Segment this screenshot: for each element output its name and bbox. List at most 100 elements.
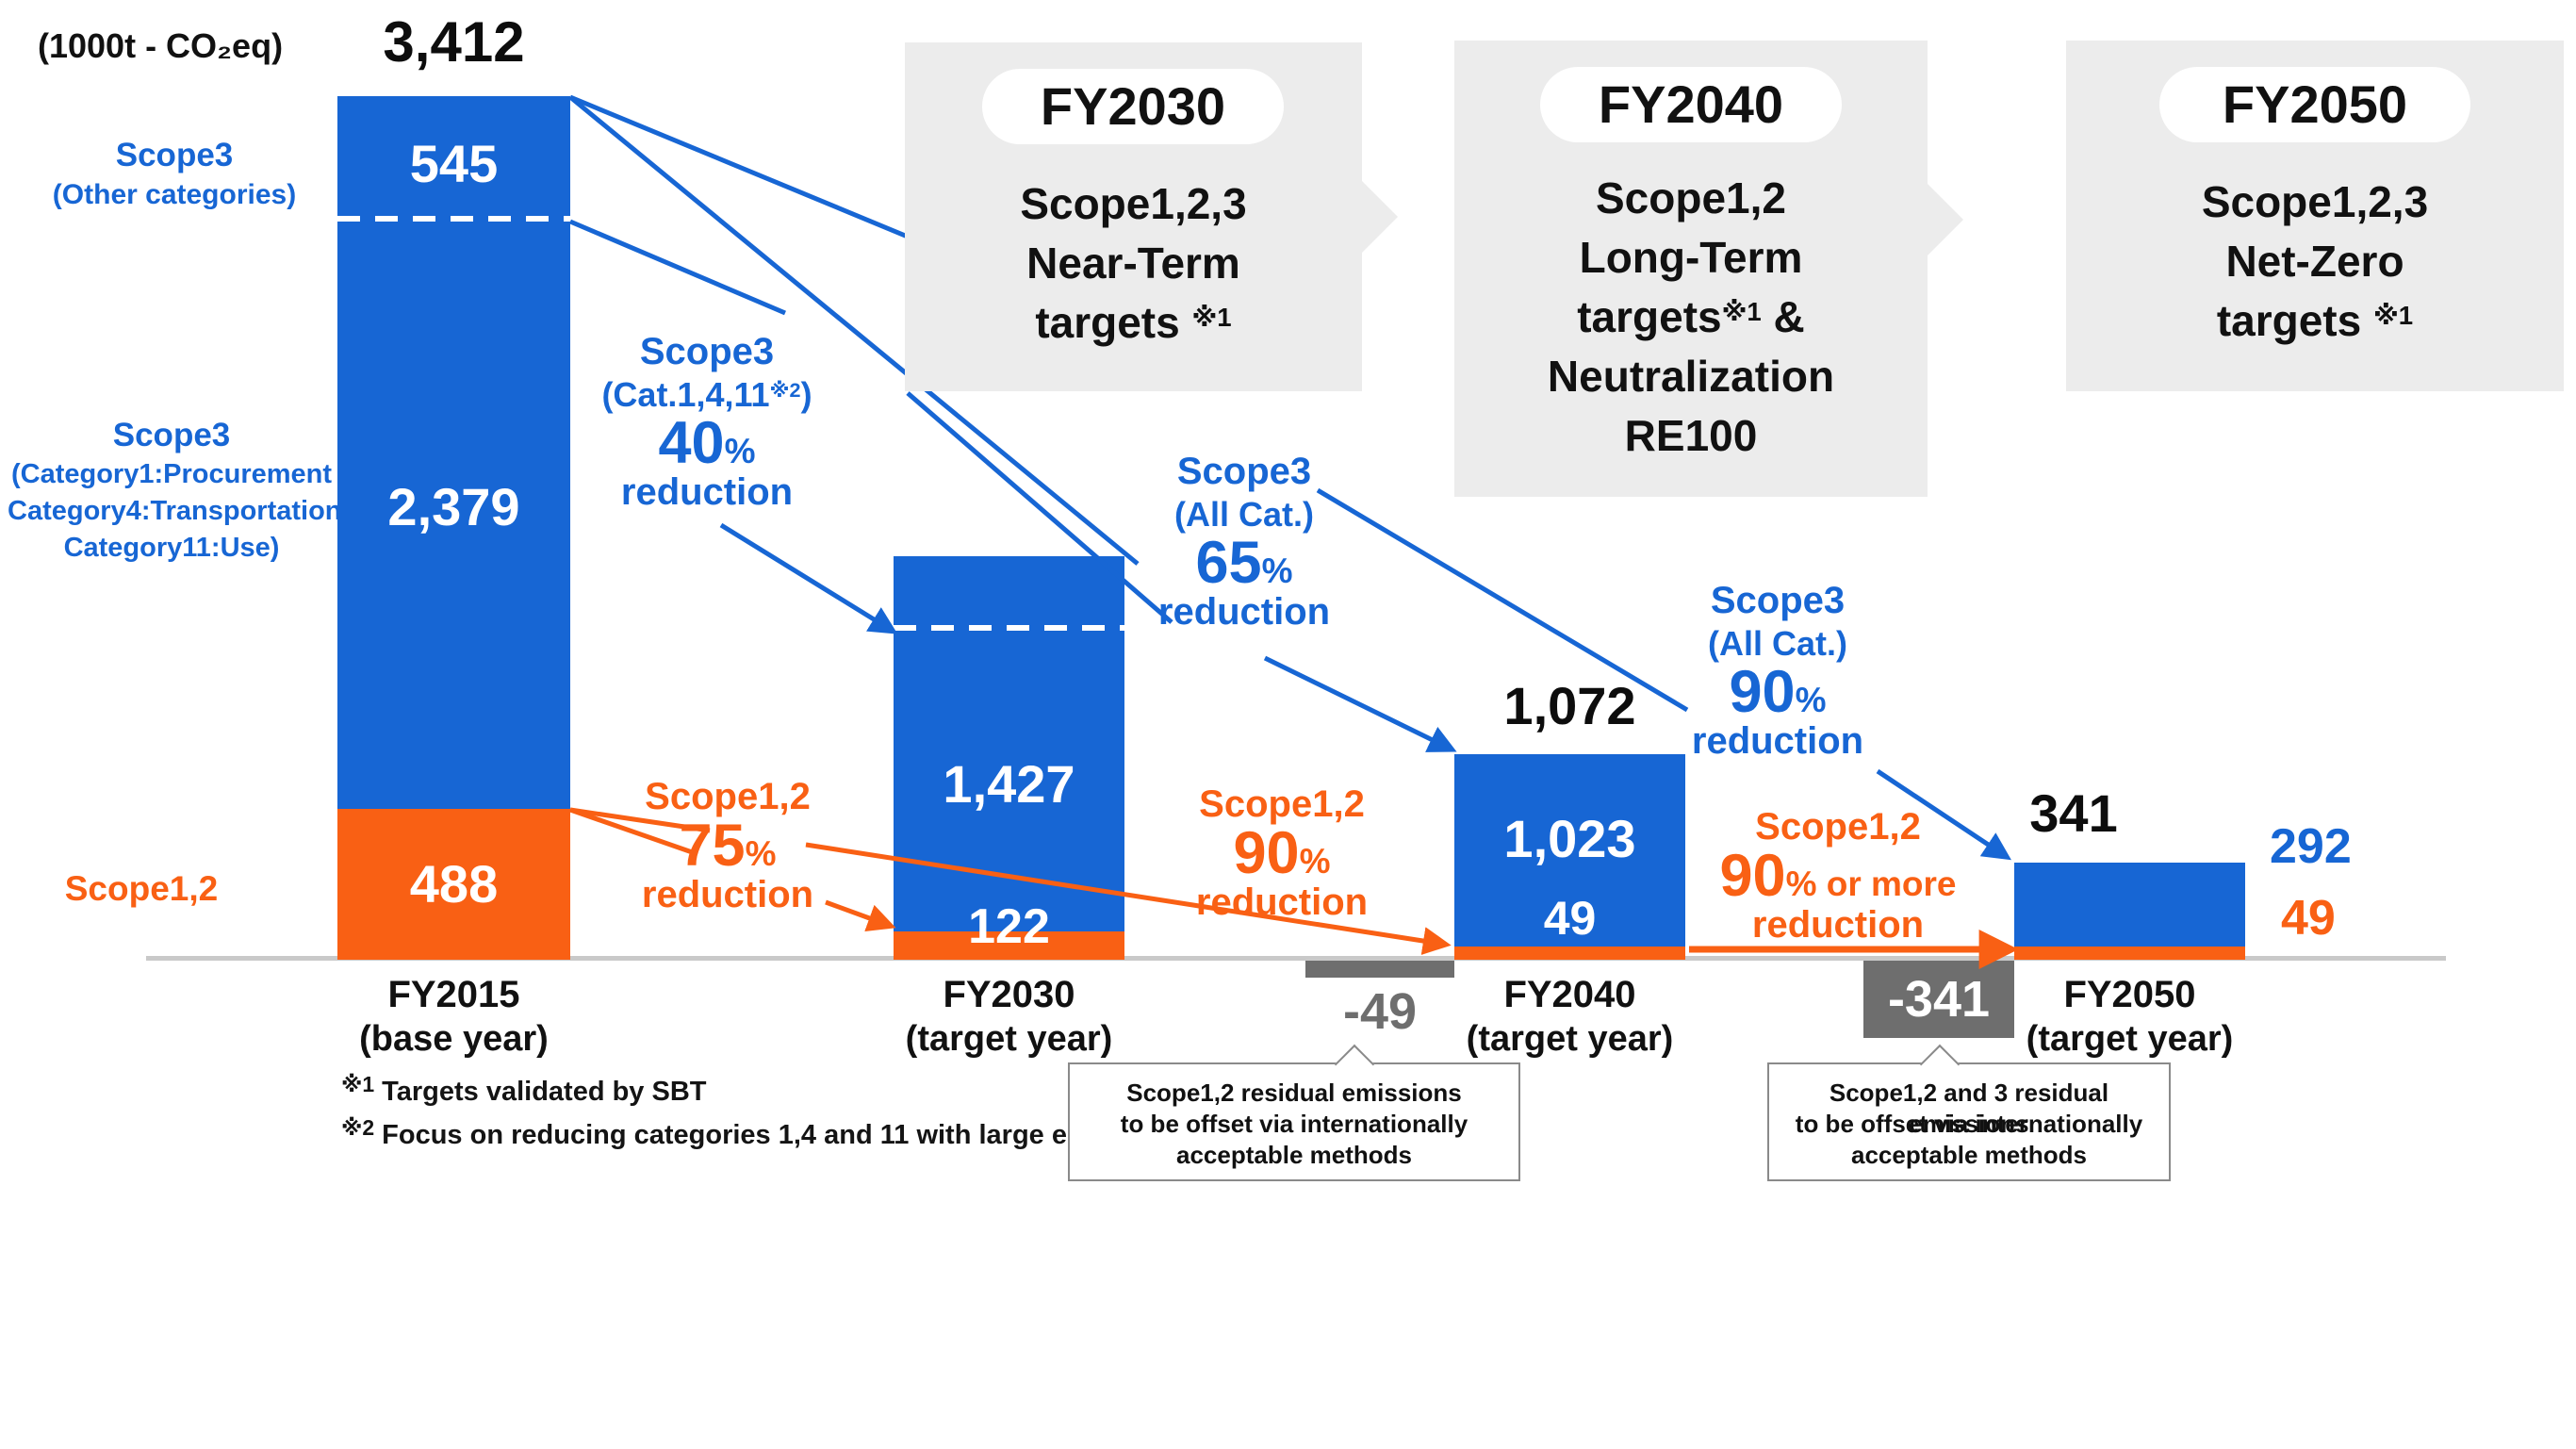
axis-unit-label: (1000t - CO₂eq) <box>38 26 284 65</box>
total-fy2015: 3,412 <box>383 10 525 74</box>
bar-fy2015-scope3-other-value: 545 <box>409 134 499 193</box>
annotation-scope3-40pct-note-ref: ※2 <box>769 378 801 403</box>
callout-fy2040: FY2040 Scope1,2 Long-Term targets※1 & Ne… <box>1454 41 1928 497</box>
callout-fy2030: FY2030 Scope1,2,3 Near-Term targets ※1 <box>905 42 1362 391</box>
annotation-scope12-75pct-title: Scope1,2 <box>645 776 811 817</box>
callout-fy2030-line2: Near-Term <box>1026 239 1240 288</box>
annotation-scope3-65pct-percent: % <box>1261 552 1293 590</box>
category-fy2050-note: (target year) <box>2026 1019 2234 1059</box>
bar-fy2015: 545 2,379 488 <box>337 96 570 960</box>
annotation-scope3-65pct-number: 65 <box>1195 530 1262 596</box>
bar-fy2040-scope3-value: 1,023 <box>1503 809 1636 868</box>
callout-fy2040-line4: Neutralization <box>1547 352 1835 401</box>
annotation-scope3-40pct-reduction: reduction <box>620 471 794 513</box>
annotation-scope3-65pct-reduction: reduction <box>1157 591 1331 633</box>
arrow-40pct-to-bar2-icon <box>719 522 898 634</box>
category-fy2040-note: (target year) <box>1466 1019 1674 1059</box>
annotation-scope12-90pct-value: 90% <box>1140 824 1423 883</box>
total-fy2050: 341 <box>2029 783 2118 843</box>
annotation-scope12-90pct-or-more-value: 90% or more <box>1668 847 2008 906</box>
category-fy2015-note: (base year) <box>359 1019 549 1059</box>
annotation-scope3-40pct-number: 40 <box>658 410 725 476</box>
blue-connector-lines <box>568 94 2011 861</box>
annotation-scope12-90pct-or-more: Scope1,2 90% or more reduction <box>1668 805 2008 947</box>
legend-scope3-other-line2: (Other categories) <box>52 179 297 210</box>
annotation-scope12-90pct-or-more-reduction: reduction <box>1751 904 1925 946</box>
annotation-scope3-40pct-value: 40% <box>566 414 848 473</box>
callout-fy2050-body: Scope1,2,3 Net-Zero targets ※1 <box>2066 173 2564 351</box>
footnote-1-mark: ※1 <box>341 1071 375 1096</box>
annotation-scope3-40pct: Scope3 (Cat.1,4,11※2) 40% reduction <box>566 330 848 515</box>
bar-fy2050 <box>2014 863 2245 960</box>
callout-fy2050-note-ref: ※1 <box>2372 300 2414 330</box>
offset-bar-fy2040 <box>1305 961 1454 978</box>
legend-scope3-other-line1: Scope3 <box>115 137 234 173</box>
annotation-scope12-75pct-reduction: reduction <box>641 874 814 915</box>
line-bar1-scope12-fan2 <box>569 807 711 833</box>
bar-fy2015-scope3-cat-value: 2,379 <box>387 477 520 536</box>
annotation-scope3-65pct-title: Scope3 <box>1176 451 1312 492</box>
callout-fy2040-line1: Scope1,2 <box>1596 173 1786 222</box>
callout-fy2050-line3: targets ※1 <box>2066 291 2564 351</box>
category-fy2050-year: FY2050 <box>2063 974 2196 1015</box>
annotation-scope12-90pct-percent: % <box>1299 842 1331 881</box>
callout-fy2030-line3: targets ※1 <box>905 293 1362 353</box>
legend-scope3-cat-line3: Category4:Transportation <box>8 496 342 526</box>
bar-fy2050-scope12-segment <box>2014 947 2245 960</box>
annotation-scope12-90pct-or-more-percent: % or more <box>1785 864 1957 903</box>
footnote-2: ※2 Focus on reducing categories 1,4 and 1… <box>341 1115 1171 1151</box>
annotation-scope3-40pct-title: Scope3 <box>639 331 775 372</box>
footnote-1-text: Targets validated by SBT <box>382 1077 707 1107</box>
offset-bar-fy2050: -341 <box>1863 961 2014 1038</box>
callout-fy2030-chevron-icon <box>1362 181 1398 253</box>
bar-fy2050-scope3-side-value: 292 <box>2270 819 2352 874</box>
annotation-scope3-90pct-reduction: reduction <box>1691 720 1864 762</box>
annotation-scope3-90pct-percent: % <box>1795 681 1827 719</box>
bar-fy2015-segment-divider-dashed <box>337 216 570 222</box>
bar-fy2015-scope12-segment <box>337 809 570 960</box>
bar-fy2040: 1,023 49 <box>1454 754 1685 960</box>
arrow-65pct-to-bar3-icon <box>1263 655 1457 752</box>
callout-fy2040-line3-text: targets <box>1577 292 1722 341</box>
annotation-scope3-90pct-value: 90% <box>1636 663 1919 722</box>
note-box-fy2040-line3: acceptable methods <box>1176 1141 1412 1169</box>
note-box-fy2040: Scope1,2 residual emissions to be offset… <box>1068 1062 1520 1181</box>
bar-fy2030: 1,427 122 <box>894 556 1124 960</box>
arrow-75pct-to-bar3-icon <box>805 842 1452 955</box>
offset-value-fy2040: -49 <box>1342 983 1418 1040</box>
legend-scope3-cat-line2: (Category1:Procurement <box>10 459 333 489</box>
note-box-fy2050: Scope1,2 and 3 residual emissions to be … <box>1767 1062 2171 1181</box>
callout-fy2040-line5: RE100 <box>1624 411 1758 460</box>
annotation-scope3-65pct: Scope3 (All Cat.) 65% reduction <box>1103 450 1386 634</box>
arrow-75pct-to-bar2-icon <box>825 899 896 932</box>
bar-fy2030-segment-divider-dashed <box>894 625 1124 631</box>
callout-fy2040-line3: targets※1 & <box>1454 288 1928 347</box>
annotation-scope12-90pct-title: Scope1,2 <box>1199 783 1365 825</box>
category-fy2030-note: (target year) <box>905 1019 1113 1059</box>
bar-fy2030-scope12-value: 122 <box>968 899 1050 954</box>
callout-fy2050-line2: Net-Zero <box>2225 237 2404 286</box>
category-fy2030-year: FY2030 <box>943 974 1075 1015</box>
category-fy2040-year: FY2040 <box>1503 974 1636 1015</box>
callout-fy2040-body: Scope1,2 Long-Term targets※1 & Neutraliz… <box>1454 169 1928 466</box>
annotation-scope12-75pct-number: 75 <box>679 813 746 879</box>
callout-fy2030-note-ref: ※1 <box>1191 302 1232 332</box>
annotation-scope12-75pct-percent: % <box>745 834 777 873</box>
footnote-2-mark: ※2 <box>341 1114 375 1140</box>
line-65pct-to-90pct <box>1316 487 1689 713</box>
callout-fy2050-line1: Scope1,2,3 <box>2201 177 2429 226</box>
bar-fy2050-scope12-side-value: 49 <box>2281 891 2336 946</box>
annotation-scope3-90pct-number: 90 <box>1729 659 1796 725</box>
annotation-scope3-40pct-subtitle-close: ) <box>800 375 812 414</box>
callout-fy2050: FY2050 Scope1,2,3 Net-Zero targets ※1 <box>2066 41 2564 391</box>
annotation-scope3-40pct-subtitle: (Cat.1,4,11※2) <box>566 373 848 416</box>
annotation-scope3-65pct-subtitle: (All Cat.) <box>1174 495 1314 534</box>
callout-fy2030-line1: Scope1,2,3 <box>1020 179 1247 228</box>
footnote-1: ※1 Targets validated by SBT <box>341 1072 707 1108</box>
annotation-scope12-90pct-reduction: reduction <box>1195 881 1369 923</box>
annotation-scope3-90pct-title: Scope3 <box>1710 580 1846 621</box>
category-fy2015-year: FY2015 <box>387 974 520 1015</box>
orange-connector-lines <box>569 807 2019 969</box>
